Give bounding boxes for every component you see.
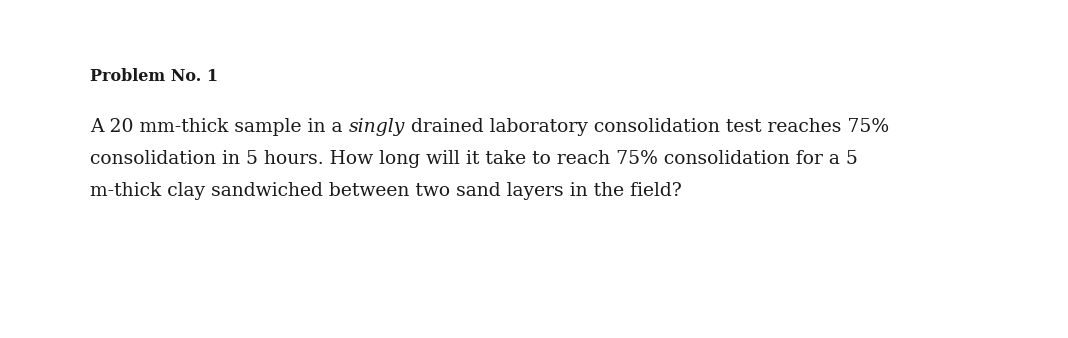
Text: consolidation in 5 hours. How long will it take to reach 75% consolidation for a: consolidation in 5 hours. How long will … xyxy=(90,150,858,168)
Text: A 20 mm-thick sample in a: A 20 mm-thick sample in a xyxy=(90,118,348,136)
Text: m-thick clay sandwiched between two sand layers in the field?: m-thick clay sandwiched between two sand… xyxy=(90,182,681,200)
Text: singly: singly xyxy=(348,118,405,136)
Text: Problem No. 1: Problem No. 1 xyxy=(90,68,218,85)
Text: drained laboratory consolidation test reaches 75%: drained laboratory consolidation test re… xyxy=(405,118,889,136)
